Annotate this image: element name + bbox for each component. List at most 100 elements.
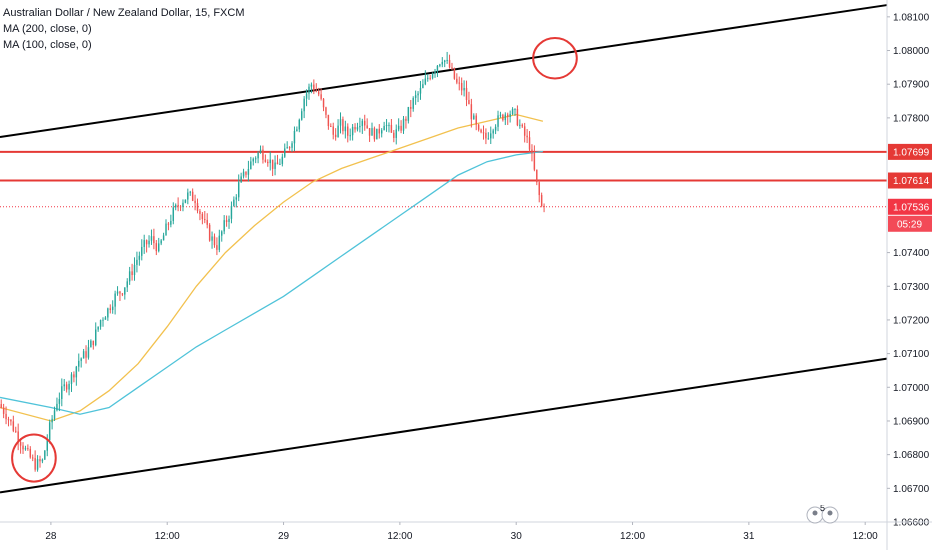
- candle-body[interactable]: [308, 86, 310, 94]
- candle-body[interactable]: [150, 236, 153, 241]
- candle-body[interactable]: [414, 95, 417, 98]
- candle-body[interactable]: [342, 119, 344, 132]
- candle-body[interactable]: [427, 77, 429, 79]
- candle-body[interactable]: [460, 83, 463, 91]
- candle-body[interactable]: [233, 199, 235, 206]
- candle-body[interactable]: [34, 458, 36, 470]
- candle-body[interactable]: [17, 431, 19, 442]
- candle-body[interactable]: [506, 114, 509, 117]
- candle-body[interactable]: [446, 59, 448, 61]
- candle-body[interactable]: [300, 111, 303, 120]
- candle-body[interactable]: [332, 126, 334, 135]
- candle-body[interactable]: [82, 351, 85, 359]
- candle-body[interactable]: [470, 104, 473, 120]
- candle-body[interactable]: [7, 419, 10, 421]
- candle-body[interactable]: [407, 106, 410, 121]
- candle-body[interactable]: [531, 149, 533, 154]
- candle-body[interactable]: [267, 161, 269, 164]
- candle-body[interactable]: [361, 120, 364, 126]
- candle-body[interactable]: [223, 220, 225, 232]
- candle-body[interactable]: [405, 118, 407, 121]
- candle-body[interactable]: [87, 347, 90, 358]
- candle-body[interactable]: [153, 236, 155, 244]
- candle-body[interactable]: [310, 84, 313, 87]
- candle-body[interactable]: [204, 218, 206, 220]
- candle-body[interactable]: [349, 135, 351, 137]
- candle-body[interactable]: [177, 204, 179, 207]
- candle-body[interactable]: [288, 147, 291, 149]
- candle-body[interactable]: [230, 205, 233, 219]
- candle-body[interactable]: [189, 191, 191, 193]
- candle-body[interactable]: [376, 128, 378, 140]
- candle-body[interactable]: [172, 207, 175, 221]
- candle-body[interactable]: [322, 98, 325, 108]
- candle-body[interactable]: [514, 108, 516, 110]
- candle-body[interactable]: [228, 218, 230, 222]
- candle-body[interactable]: [286, 147, 288, 149]
- candle-body[interactable]: [252, 158, 254, 162]
- candle-body[interactable]: [162, 235, 165, 241]
- candle-body[interactable]: [170, 220, 172, 225]
- candle-body[interactable]: [158, 243, 160, 252]
- candle-body[interactable]: [191, 191, 194, 201]
- candle-body[interactable]: [58, 398, 61, 404]
- candle-body[interactable]: [211, 236, 213, 241]
- legend-ma-200[interactable]: MA (200, close, 0): [3, 23, 92, 35]
- candle-body[interactable]: [208, 224, 211, 241]
- candle-body[interactable]: [317, 91, 320, 95]
- candle-body[interactable]: [330, 126, 332, 128]
- candle-body[interactable]: [259, 149, 262, 153]
- candle-body[interactable]: [540, 195, 543, 206]
- candle-body[interactable]: [196, 203, 199, 211]
- candle-body[interactable]: [29, 448, 32, 458]
- candle-body[interactable]: [10, 419, 12, 422]
- candle-body[interactable]: [213, 236, 216, 246]
- candle-body[interactable]: [131, 271, 133, 276]
- candle-body[interactable]: [419, 87, 422, 94]
- candle-body[interactable]: [373, 128, 376, 140]
- candle-body[interactable]: [179, 206, 182, 208]
- candle-body[interactable]: [368, 128, 371, 136]
- x-axis[interactable]: 28 12:00 29 12:00 30 12:00 31 12:00: [0, 521, 932, 542]
- candle-body[interactable]: [155, 243, 158, 252]
- candle-body[interactable]: [315, 90, 317, 92]
- ma-100-line[interactable]: [0, 150, 543, 415]
- candle-body[interactable]: [31, 457, 34, 459]
- candle-body[interactable]: [388, 124, 390, 126]
- candle-body[interactable]: [451, 67, 453, 69]
- candle-body[interactable]: [109, 308, 111, 310]
- candle-body[interactable]: [167, 223, 170, 225]
- legend-ma-100[interactable]: MA (100, close, 0): [3, 39, 92, 51]
- candle-body[interactable]: [400, 125, 402, 131]
- candle-body[interactable]: [533, 153, 536, 170]
- candle-body[interactable]: [148, 240, 150, 245]
- candle-body[interactable]: [141, 246, 143, 256]
- candle-body[interactable]: [247, 169, 250, 175]
- candle-body[interactable]: [351, 126, 354, 136]
- candle-body[interactable]: [412, 97, 414, 109]
- candle-body[interactable]: [502, 114, 504, 121]
- candle-body[interactable]: [279, 163, 281, 165]
- candle-body[interactable]: [90, 340, 92, 348]
- candle-body[interactable]: [366, 125, 368, 129]
- candle-body[interactable]: [424, 78, 427, 85]
- candle-body[interactable]: [240, 176, 242, 183]
- candle-body[interactable]: [410, 106, 412, 109]
- candle-body[interactable]: [53, 410, 56, 419]
- candle-body[interactable]: [187, 192, 189, 200]
- candle-body[interactable]: [61, 386, 63, 399]
- candle-body[interactable]: [119, 291, 121, 294]
- candle-body[interactable]: [97, 326, 99, 330]
- candle-body[interactable]: [473, 115, 475, 120]
- candle-body[interactable]: [0, 404, 2, 408]
- candle-body[interactable]: [293, 130, 296, 144]
- candle-body[interactable]: [303, 98, 305, 112]
- candle-body[interactable]: [475, 115, 477, 125]
- candle-body[interactable]: [78, 360, 80, 367]
- candle-body[interactable]: [2, 407, 5, 414]
- candle-body[interactable]: [523, 126, 526, 136]
- channel-line-upper[interactable]: [0, 4, 888, 139]
- candle-body[interactable]: [41, 459, 44, 462]
- candle-body[interactable]: [313, 84, 315, 91]
